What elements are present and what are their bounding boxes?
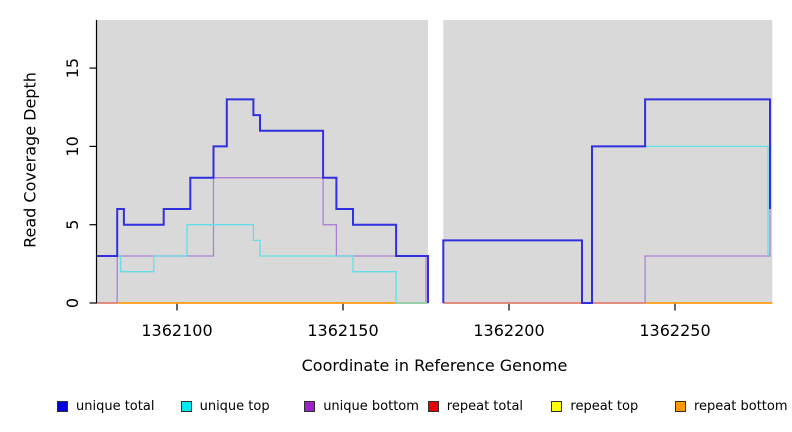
series-unique-total <box>442 98 771 304</box>
plot-panel <box>443 20 773 303</box>
y-axis-title: Read Coverage Depth <box>20 72 40 248</box>
legend-item-repeat-top: repeat top <box>551 399 638 414</box>
legend-label: unique top <box>199 399 270 414</box>
legend-label: unique bottom <box>323 399 419 414</box>
x-tick-label: 1362200 <box>473 321 544 340</box>
y-tick-label: 5 <box>63 220 82 230</box>
y-tick-label: 0 <box>63 298 82 308</box>
x-tick-label: 1362100 <box>141 321 212 340</box>
series-unique-top <box>97 224 428 304</box>
legend-label: repeat total <box>446 399 524 414</box>
legend-swatch-repeat-top <box>551 401 563 412</box>
legend-item-unique-top: unique top <box>180 399 270 414</box>
x-axis-title: Coordinate in Reference Genome <box>301 356 568 375</box>
y-tick-label: 15 <box>63 58 82 78</box>
y-tick-label: 10 <box>63 136 82 156</box>
series-unique-bottom <box>644 209 771 303</box>
legend-swatch-repeat-total <box>427 401 439 412</box>
series-unique-total <box>97 98 429 303</box>
legend-item-unique-total: unique total <box>57 399 154 414</box>
legend-swatch-repeat-bottom <box>675 401 686 412</box>
legend-item-unique-bottom: unique bottom <box>304 399 419 414</box>
legend-swatch-unique-top <box>180 401 192 412</box>
chart-legend: unique total unique top unique bottom repea… <box>0 399 792 419</box>
legend-label: repeat top <box>570 399 639 414</box>
legend-swatch-unique-total <box>57 401 68 412</box>
legend-label: repeat bottom <box>694 399 788 414</box>
plot-panel <box>96 20 428 303</box>
legend-label: unique total <box>76 399 155 414</box>
legend-swatch-unique-bottom <box>304 401 316 412</box>
legend-item-repeat-total: repeat total <box>427 399 524 414</box>
x-tick-label: 1362250 <box>639 321 710 340</box>
legend-item-repeat-bottom: repeat bottom <box>675 399 788 414</box>
x-tick-label: 1362150 <box>307 321 378 340</box>
